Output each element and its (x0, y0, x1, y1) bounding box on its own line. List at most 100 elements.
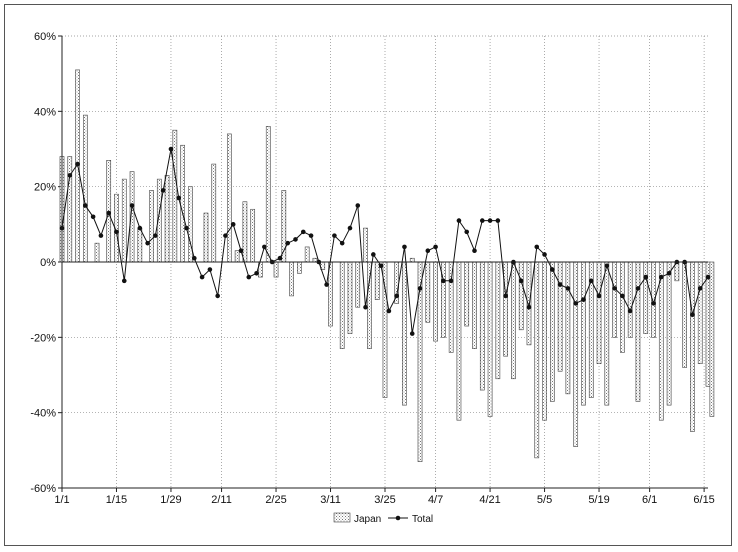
y-axis-ticks: 60% 40% 20% 0% -20% -40% -60% (30, 31, 62, 495)
point-total (534, 244, 540, 250)
legend: Japan Total (333, 512, 433, 525)
point-total (386, 308, 392, 314)
x-tick-label: 5/19 (588, 494, 609, 506)
bar-japan (289, 261, 294, 297)
point-total (363, 304, 368, 310)
point-total (409, 331, 415, 336)
bar-japan (242, 201, 248, 263)
bar-japan (433, 261, 438, 342)
point-total (308, 233, 314, 238)
point-total (137, 225, 143, 231)
point-total (215, 293, 220, 299)
bar-japan (374, 261, 380, 300)
bar-japan (304, 246, 310, 263)
point-total (129, 203, 135, 208)
point-total (518, 278, 524, 284)
x-axis-ticks: 1/1 1/15 1/29 2/11 2/25 3/11 3/25 4/7 4/21 5/5 5/1… (54, 488, 715, 506)
point-total (394, 293, 399, 299)
bar-japan (234, 250, 240, 263)
bar-japan (565, 261, 571, 395)
point-total (417, 286, 423, 291)
point-total (604, 263, 610, 269)
point-total (495, 218, 501, 223)
bar-japan (549, 261, 555, 402)
point-total (246, 274, 252, 280)
point-total (238, 248, 244, 253)
bar-japan (137, 227, 143, 263)
point-total (371, 252, 376, 257)
point-total (347, 225, 353, 231)
line-total-path (61, 148, 709, 334)
point-total (153, 233, 158, 238)
bar-japan (164, 175, 170, 263)
bar-japan (83, 114, 88, 263)
point-total (75, 161, 80, 167)
bar-japan (172, 129, 178, 263)
bar-japan (149, 190, 154, 263)
point-total (339, 240, 345, 246)
chart-frame (4, 4, 732, 546)
legend-label-total: Total (412, 514, 433, 525)
point-total (526, 304, 532, 310)
bar-japan (180, 144, 185, 263)
point-total (355, 203, 361, 208)
bar-japan (355, 261, 361, 308)
point-total (199, 274, 205, 280)
point-total (114, 229, 119, 235)
bar-japan (658, 261, 664, 421)
point-total (557, 282, 563, 287)
bar-japan (464, 261, 470, 327)
bar-japan (203, 212, 209, 263)
bar-japan (635, 261, 641, 402)
point-total (98, 233, 104, 238)
bar-japan (425, 261, 431, 323)
point-total (230, 222, 236, 227)
point-total (542, 252, 547, 257)
point-total (456, 218, 462, 223)
bar-japan (666, 261, 672, 406)
bar-japan (542, 261, 547, 421)
bar-japan (643, 261, 649, 334)
point-total (67, 173, 73, 178)
point-total (207, 267, 213, 272)
bar-japan (581, 261, 586, 406)
axes (61, 36, 708, 489)
bar-japan (312, 257, 318, 263)
bar-japan (690, 261, 695, 432)
bar-japan (456, 261, 462, 421)
point-total (378, 263, 384, 269)
point-total (176, 195, 182, 201)
point-total (666, 271, 672, 276)
point-total (643, 274, 649, 280)
x-tick-label: 3/11 (320, 494, 341, 506)
bar-japan (67, 156, 73, 263)
point-total (573, 301, 578, 306)
point-total (106, 210, 111, 216)
point-total (223, 233, 228, 238)
point-total (184, 225, 189, 231)
point-total (160, 188, 166, 193)
point-total (332, 233, 337, 238)
point-total (472, 248, 477, 253)
point-total (285, 240, 291, 246)
bar-japan (596, 261, 602, 364)
y-tick-label: 60% (34, 31, 56, 43)
bar-japan (627, 261, 633, 338)
legend-swatch-total-marker (395, 515, 401, 521)
point-total (402, 244, 407, 250)
line-total (59, 146, 711, 336)
point-total (293, 237, 298, 242)
point-total (277, 255, 283, 261)
bar-japan (682, 261, 687, 368)
point-total (627, 308, 633, 314)
bar-japan (573, 261, 579, 447)
point-total (464, 229, 470, 235)
bar-japan (409, 257, 415, 263)
x-tick-label: 1/1 (54, 494, 69, 506)
point-total (192, 255, 197, 261)
point-total (145, 240, 150, 246)
point-total (565, 286, 571, 291)
x-tick-label: 6/15 (693, 494, 714, 506)
point-total (503, 293, 508, 299)
